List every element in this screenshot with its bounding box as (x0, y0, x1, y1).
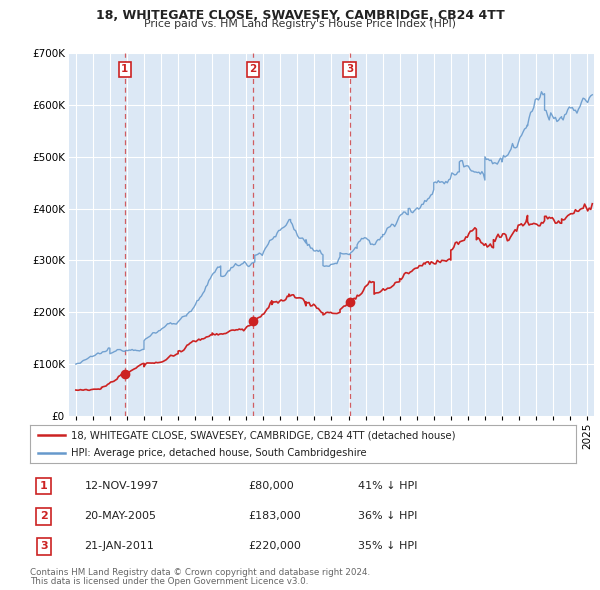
Text: 3: 3 (40, 542, 47, 552)
Text: HPI: Average price, detached house, South Cambridgeshire: HPI: Average price, detached house, Sout… (71, 448, 367, 458)
Text: 35% ↓ HPI: 35% ↓ HPI (358, 542, 417, 552)
Text: 21-JAN-2011: 21-JAN-2011 (85, 542, 154, 552)
Text: 12-NOV-1997: 12-NOV-1997 (85, 481, 159, 491)
Text: 41% ↓ HPI: 41% ↓ HPI (358, 481, 417, 491)
Text: 18, WHITEGATE CLOSE, SWAVESEY, CAMBRIDGE, CB24 4TT: 18, WHITEGATE CLOSE, SWAVESEY, CAMBRIDGE… (95, 9, 505, 22)
Text: £220,000: £220,000 (248, 542, 301, 552)
Text: 2: 2 (249, 64, 256, 74)
Text: 2: 2 (40, 512, 47, 521)
Text: Price paid vs. HM Land Registry's House Price Index (HPI): Price paid vs. HM Land Registry's House … (144, 19, 456, 30)
Text: £80,000: £80,000 (248, 481, 294, 491)
Text: 1: 1 (40, 481, 47, 491)
Text: 18, WHITEGATE CLOSE, SWAVESEY, CAMBRIDGE, CB24 4TT (detached house): 18, WHITEGATE CLOSE, SWAVESEY, CAMBRIDGE… (71, 430, 455, 440)
Text: This data is licensed under the Open Government Licence v3.0.: This data is licensed under the Open Gov… (30, 577, 308, 586)
Text: 36% ↓ HPI: 36% ↓ HPI (358, 512, 417, 521)
Text: 1: 1 (121, 64, 128, 74)
Text: 3: 3 (346, 64, 353, 74)
Text: £183,000: £183,000 (248, 512, 301, 521)
Text: Contains HM Land Registry data © Crown copyright and database right 2024.: Contains HM Land Registry data © Crown c… (30, 568, 370, 576)
Text: 20-MAY-2005: 20-MAY-2005 (85, 512, 157, 521)
